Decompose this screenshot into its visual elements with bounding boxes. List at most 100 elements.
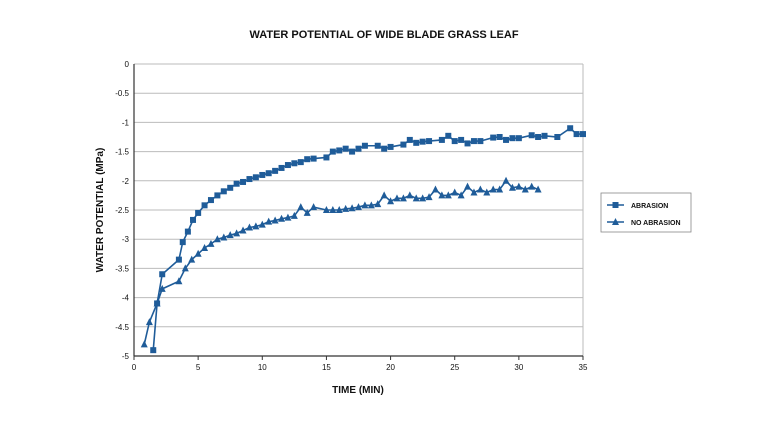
data-point-abrasion [419,138,426,145]
data-point-no-abrasion [387,197,395,205]
data-point-abrasion [535,134,542,140]
y-tick-label: -3.5 [115,264,129,273]
data-point-abrasion [336,147,343,154]
x-tick-label: 25 [450,363,459,372]
y-tick-label: 0 [125,60,130,69]
data-point-abrasion [515,135,522,142]
data-point-abrasion [201,202,208,209]
data-point-no-abrasion [233,229,241,237]
data-point-abrasion [220,188,227,195]
y-tick-label: -4 [122,294,130,303]
legend-triangle-marker [612,218,619,225]
data-point-no-abrasion [348,204,356,212]
data-point-abrasion [496,134,503,140]
chart-title: WATER POTENTIAL OF WIDE BLADE GRASS LEAF [249,29,518,41]
series-group [140,125,586,354]
data-point-no-abrasion [438,191,446,199]
y-tick-label: -2.5 [115,206,129,215]
data-point-abrasion [503,136,510,143]
data-point-no-abrasion [399,194,407,202]
data-point-abrasion [413,139,420,146]
data-point-no-abrasion [265,217,273,225]
data-point-no-abrasion [213,235,221,243]
data-point-no-abrasion [528,182,536,190]
data-point-abrasion [150,347,157,354]
data-point-no-abrasion [207,239,215,247]
data-point-no-abrasion [412,194,420,202]
data-point-abrasion [387,143,394,150]
data-point-abrasion [297,159,304,166]
data-point-abrasion [381,145,388,152]
data-point-abrasion [490,134,497,141]
data-point-abrasion [349,148,356,155]
data-point-abrasion [246,176,253,183]
data-point-no-abrasion [380,191,388,199]
data-point-no-abrasion [367,201,375,209]
data-point-no-abrasion [374,200,382,208]
data-point-abrasion [554,134,561,140]
y-tick-label: -1 [122,118,130,127]
data-point-no-abrasion [158,284,166,292]
x-tick-label: 5 [196,363,201,372]
data-point-no-abrasion [431,185,439,193]
data-point-no-abrasion [181,264,189,272]
data-point-no-abrasion [329,206,337,213]
data-point-no-abrasion [322,206,330,213]
data-point-no-abrasion [297,203,305,211]
data-point-no-abrasion [226,231,234,239]
data-point-abrasion [278,164,285,171]
data-point-no-abrasion [140,340,148,348]
data-point-abrasion [259,171,266,178]
data-point-abrasion [207,197,214,204]
data-point-no-abrasion [175,277,183,285]
data-point-abrasion [179,239,186,246]
data-point-abrasion [438,136,445,143]
data-point-abrasion [252,174,259,181]
data-point-no-abrasion [252,222,260,230]
data-point-no-abrasion [393,194,401,202]
y-tick-label: -4.5 [115,323,129,332]
data-point-no-abrasion [515,182,523,190]
data-point-no-abrasion [194,249,202,257]
data-point-no-abrasion [534,185,542,193]
tick-labels: 0-0.5-1-1.5-2-2.5-3-3.5-4-4.5-50 5 10 15 20 2… [115,60,588,372]
data-point-abrasion [304,156,311,163]
data-point-no-abrasion [496,185,504,193]
data-point-abrasion [509,135,516,142]
data-point-no-abrasion [425,193,433,201]
data-point-no-abrasion [508,183,516,191]
y-tick-label: -0.5 [115,89,129,98]
data-point-abrasion [567,125,574,132]
x-tick-label: 20 [386,363,395,372]
data-point-no-abrasion [451,188,459,196]
data-point-no-abrasion [489,185,497,193]
data-point-no-abrasion [145,318,153,326]
data-point-no-abrasion [470,188,478,196]
data-point-abrasion [573,131,580,138]
x-tick-label: 30 [514,363,523,372]
data-point-abrasion [184,228,191,235]
legend-label-no-abrasion: NO ABRASION [631,220,681,227]
data-point-abrasion [291,160,298,167]
data-point-abrasion [477,138,484,145]
data-point-no-abrasion [201,243,209,251]
data-point-abrasion [240,178,247,185]
data-point-no-abrasion [245,223,253,231]
data-point-abrasion [406,136,413,143]
legend-label-abrasion: ABRASION [631,203,668,210]
data-point-no-abrasion [290,211,298,219]
data-point-abrasion [190,216,197,223]
data-point-abrasion [272,167,279,174]
data-point-abrasion [400,141,407,148]
data-point-abrasion [342,145,349,152]
data-point-no-abrasion [476,185,484,193]
data-point-no-abrasion [278,214,286,222]
data-point-no-abrasion [483,188,491,196]
data-point-abrasion [159,271,166,278]
data-point-abrasion [470,138,477,145]
data-point-abrasion [528,132,535,139]
data-point-no-abrasion [271,216,279,224]
data-point-no-abrasion [153,299,161,307]
data-point-no-abrasion [361,201,369,209]
